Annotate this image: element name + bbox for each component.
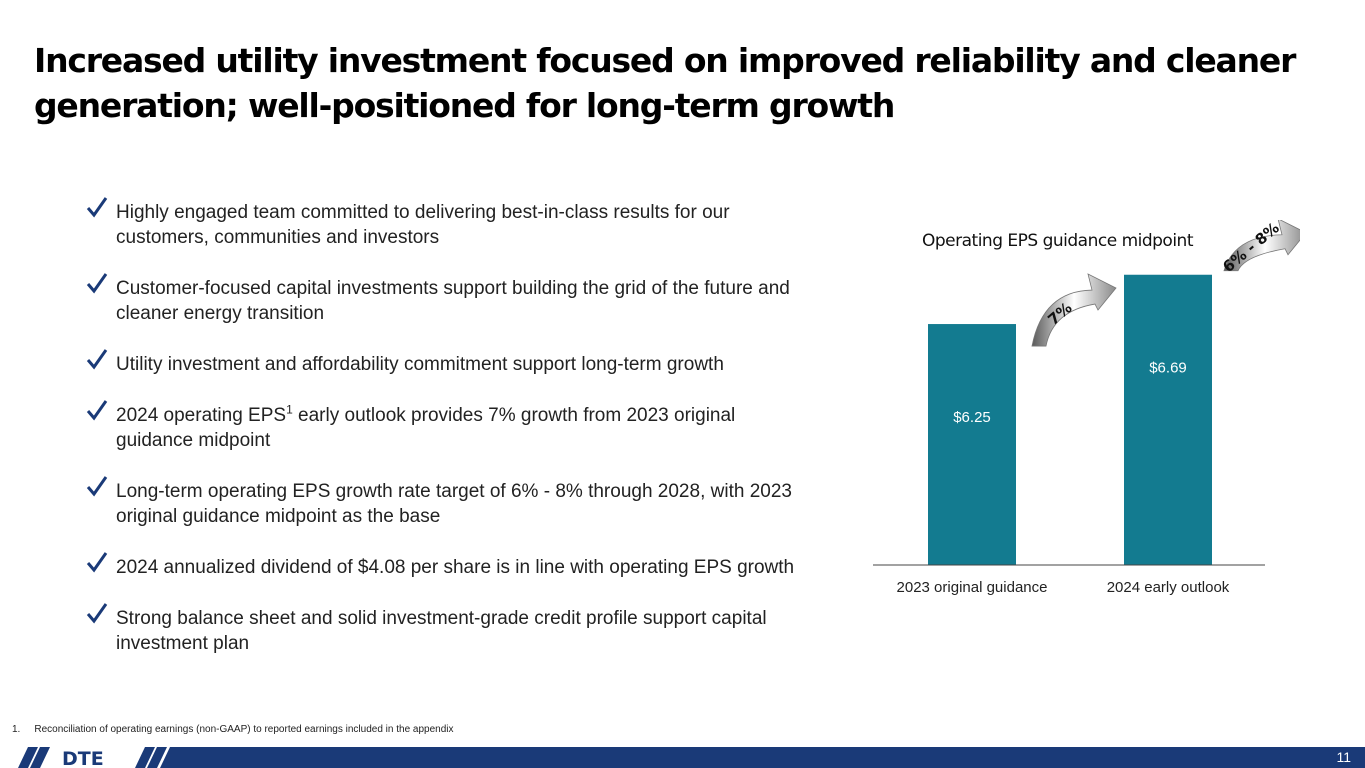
x-tick-label: 2024 early outlook bbox=[1107, 579, 1230, 596]
bullet-item: 2024 annualized dividend of $4.08 per sh… bbox=[86, 552, 806, 580]
checkmark-icon bbox=[86, 273, 108, 294]
page-title: Increased utility investment focused on … bbox=[34, 41, 1296, 125]
checkmark-icon bbox=[86, 349, 108, 370]
checkmark-icon bbox=[86, 197, 108, 218]
bullet-item: Highly engaged team committed to deliver… bbox=[86, 197, 806, 250]
bullet-item: Customer-focused capital investments sup… bbox=[86, 273, 806, 326]
checkmark-icon bbox=[86, 476, 108, 497]
dte-logo: DTE bbox=[0, 747, 170, 768]
arrow-shape bbox=[1223, 220, 1300, 272]
bullet-item: Strong balance sheet and solid investmen… bbox=[86, 603, 806, 656]
footnote-marker: 1 bbox=[286, 402, 293, 417]
x-tick-label: 2023 original guidance bbox=[897, 579, 1048, 596]
bullet-item: Long-term operating EPS growth rate targ… bbox=[86, 476, 806, 529]
checkmark-icon bbox=[86, 552, 108, 573]
eps-bar-chart: $6.25 2023 original guidance $6.69 2024 ear… bbox=[873, 220, 1300, 596]
page-number: 11 bbox=[1336, 749, 1351, 765]
growth-arrow-0: 7% bbox=[1031, 273, 1117, 347]
bullet-list: Highly engaged team committed to deliver… bbox=[86, 197, 806, 682]
chart-title: Operating EPS guidance midpoint bbox=[922, 231, 1194, 251]
bullet-text: Strong balance sheet and solid investmen… bbox=[116, 608, 767, 654]
growth-arrow-1: 6% - 8% bbox=[1219, 220, 1300, 276]
checkmark-icon bbox=[86, 603, 108, 624]
footer-bar: DTE bbox=[0, 747, 1365, 768]
checkmark-icon bbox=[86, 400, 108, 421]
bar-data-label: $6.25 bbox=[953, 409, 991, 426]
footnote-number: 1. bbox=[12, 724, 21, 735]
bullet-text: early outlook provides 7% growth from 20… bbox=[116, 405, 736, 451]
arrow-shape bbox=[1031, 273, 1117, 347]
bullet-text: Long-term operating EPS growth rate targ… bbox=[116, 481, 792, 527]
bullet-text: Customer-focused capital investments sup… bbox=[116, 278, 790, 324]
footnote: 1. Reconciliation of operating earnings (… bbox=[12, 724, 454, 735]
bullet-text: Highly engaged team committed to deliver… bbox=[116, 202, 730, 248]
bullet-text: Utility investment and affordability com… bbox=[116, 354, 724, 375]
bar-1 bbox=[1124, 274, 1212, 565]
bullet-item: 2024 operating EPS1 early outlook provid… bbox=[86, 400, 806, 453]
bullet-text: 2024 operating EPS bbox=[116, 405, 287, 426]
bar-0 bbox=[928, 324, 1016, 565]
bullet-item: Utility investment and affordability com… bbox=[86, 349, 806, 377]
logo-text: DTE bbox=[62, 748, 104, 768]
bar-data-label: $6.69 bbox=[1149, 360, 1187, 377]
footnote-text: Reconciliation of operating earnings (no… bbox=[34, 724, 454, 735]
bullet-text: 2024 annualized dividend of $4.08 per sh… bbox=[116, 557, 795, 578]
